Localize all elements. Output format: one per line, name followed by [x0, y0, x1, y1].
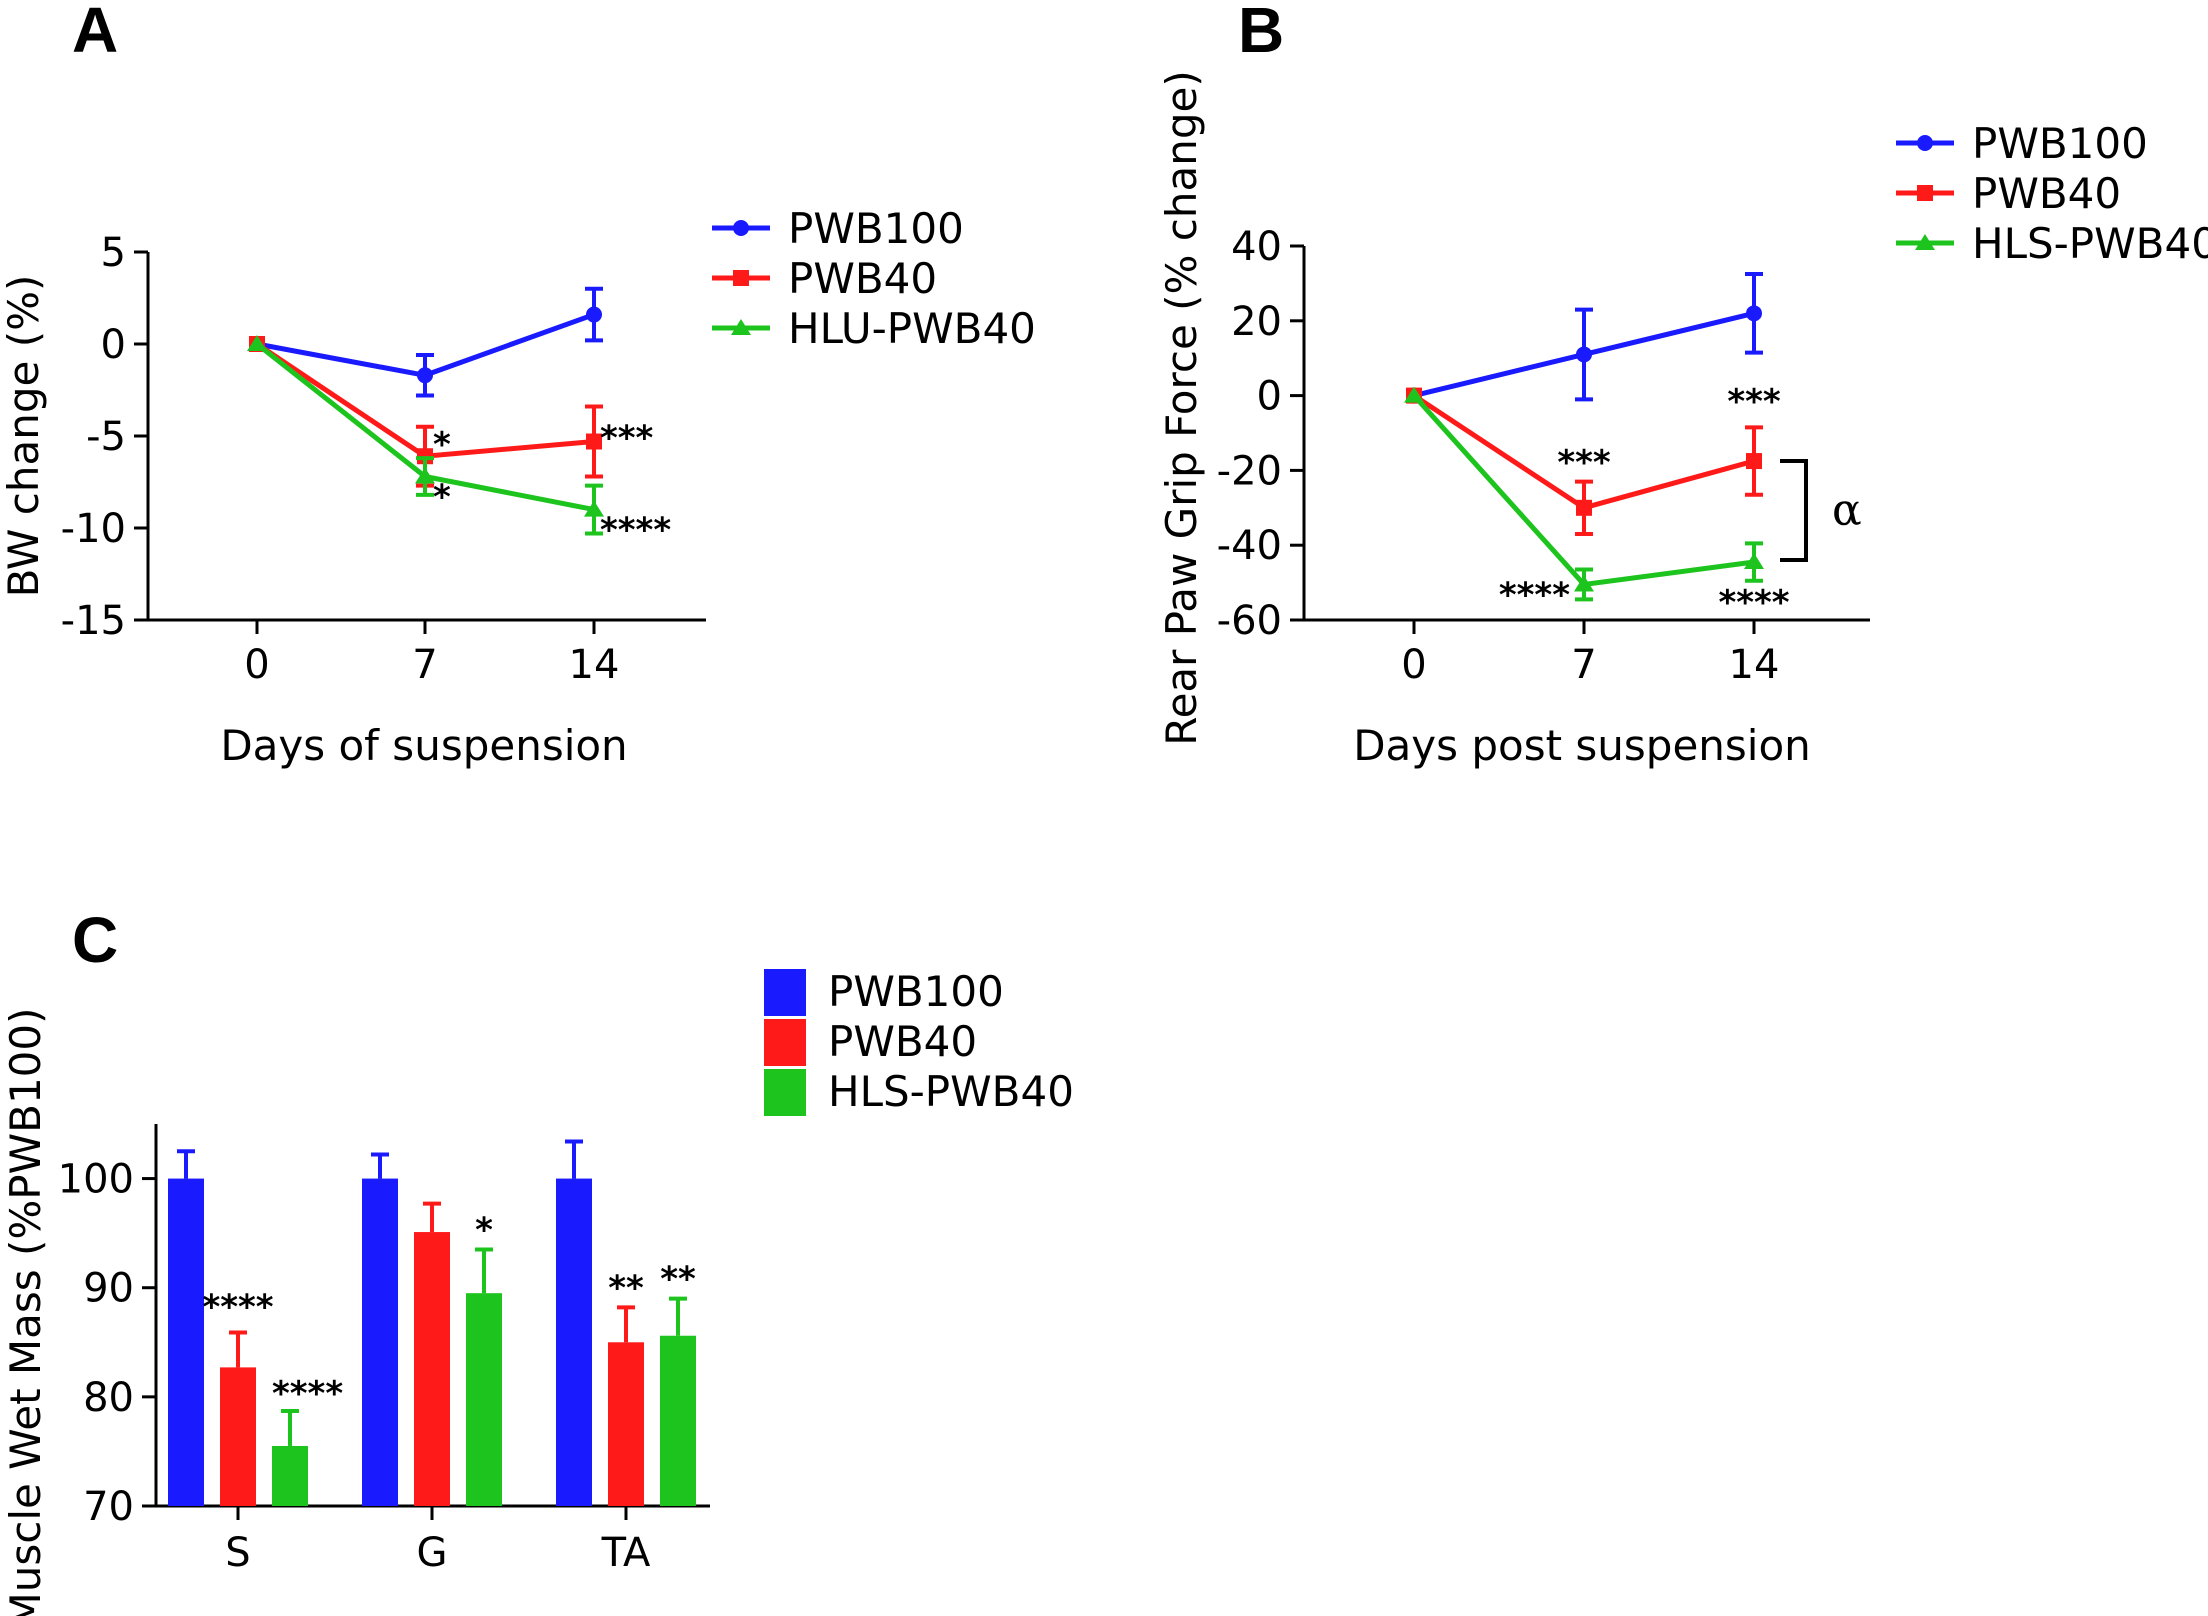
panel-c-ytick-label: 90 — [83, 1266, 134, 1312]
panel-b-ytick-label: 20 — [1231, 299, 1282, 345]
panel-a-legend-pwb40-marker — [733, 270, 749, 286]
panel-a-hlu-pwb40-point — [584, 500, 604, 517]
panel-a-ytick-label: -15 — [61, 598, 126, 644]
panel-a-hlu-pwb40-significance: * — [433, 477, 451, 517]
panel-a-plot: 50-5-10-150 7 14* ********PWB100PWB40HLU-PW… — [61, 204, 1036, 688]
panel-a-ytick-label: 0 — [101, 322, 126, 368]
panel-c-hls-pwb40-bar — [466, 1293, 502, 1506]
panel-b-legend-hls-pwb40-marker — [1915, 234, 1935, 250]
panel-c-legend-pwb100-swatch — [764, 969, 806, 1016]
panel-a-legend-pwb100-label: PWB100 — [788, 204, 964, 253]
panel-c-hls-pwb40-significance: * — [475, 1211, 493, 1251]
panel-c-pwb100-bar — [362, 1178, 398, 1506]
panel-c-pwb40-bar — [608, 1342, 644, 1506]
panel-c-hls-pwb40-bar — [660, 1335, 696, 1506]
panel-c-legend-pwb40-swatch — [764, 1019, 806, 1066]
panel-b-letter: B — [1238, 0, 1284, 66]
panel-b-ytick-label: -40 — [1217, 523, 1282, 569]
panel-a-hlu-pwb40-point — [247, 335, 267, 351]
panel-a-ytick-label: -10 — [61, 506, 126, 552]
panel-a-ylabel: BW change (%) — [0, 275, 48, 598]
panel-b-legend-pwb40-label: PWB40 — [1972, 169, 2121, 218]
panel-a-legend-hlu-pwb40-label: HLU-PWB40 — [788, 304, 1036, 353]
panel-a-xlabel: Days of suspension — [220, 721, 627, 770]
panel-b-significance-bracket — [1780, 459, 1808, 563]
panel-b-hls-pwb40-point — [1574, 575, 1594, 592]
panel-b-ylabel: Rear Paw Grip Force (% change) — [1157, 70, 1206, 745]
panel-c-legend-hls-pwb40-swatch — [764, 1069, 806, 1116]
panel-b-bracket-label: α — [1832, 485, 1862, 536]
panel-a-xtick-label: 7 — [412, 642, 437, 688]
panel-a-pwb40-point — [586, 433, 602, 450]
panel-b-legend-pwb100-marker — [1917, 135, 1933, 151]
panel-c-legend-pwb40-label: PWB40 — [828, 1017, 977, 1066]
panel-a-xtick-label: 0 — [244, 642, 269, 688]
panel-b-hls-pwb40-significance: **** — [1718, 583, 1789, 623]
panel-b-legend-pwb100-label: PWB100 — [1972, 119, 2148, 168]
panel-b-pwb100-point — [1576, 346, 1592, 363]
panel-a-pwb100-point — [417, 367, 433, 384]
panel-b-pwb40-point — [1576, 499, 1592, 516]
panel-a-hlu-pwb40-significance: **** — [600, 511, 671, 551]
panel-c-pwb40-significance: **** — [202, 1287, 273, 1327]
panel-b-ytick-label: -60 — [1217, 598, 1282, 644]
panel-c-category-label: TA — [601, 1530, 651, 1576]
panel-b-xtick-label: 0 — [1401, 642, 1426, 688]
panel-b-hls-pwb40-point — [1744, 553, 1764, 570]
panel-b-ytick-label: 0 — [1257, 374, 1282, 420]
panel-a-pwb40-significance: * — [433, 425, 451, 465]
panel-a-pwb40-significance: *** — [600, 419, 654, 459]
panel-b-xtick-label: 7 — [1571, 642, 1596, 688]
panel-b-pwb40-point — [1746, 453, 1762, 470]
panel-c-ylabel: Muscle Wet Mass (%PWB100) — [1, 1007, 50, 1616]
panel-c-ytick-label: 100 — [58, 1157, 134, 1203]
panel-a-ytick-label: 5 — [101, 230, 126, 276]
panel-b-pwb40-significance: *** — [1727, 382, 1781, 422]
panel-c-letter: C — [72, 904, 118, 976]
panel-a-legend-hlu-pwb40-marker — [731, 319, 751, 335]
panel-c-legend-pwb100-label: PWB100 — [828, 967, 1004, 1016]
panel-b-legend-hls-pwb40-label: HLS-PWB40 — [1972, 219, 2208, 268]
panel-c-pwb40-significance: ** — [608, 1268, 644, 1308]
panel-b-pwb100-point — [1746, 305, 1762, 322]
panel-c-ytick-label: 70 — [83, 1484, 134, 1530]
panel-b-xtick-label: 14 — [1729, 642, 1780, 688]
panel-c-hls-pwb40-significance: ** — [660, 1260, 696, 1300]
panel-a-letter: A — [72, 0, 118, 66]
panel-c-category-label: G — [417, 1530, 448, 1576]
panel-a-legend-pwb100-marker — [733, 220, 749, 236]
panel-c-pwb100-bar — [168, 1178, 204, 1506]
panel-c-hls-pwb40-significance: **** — [272, 1374, 343, 1414]
panel-b-xlabel: Days post suspension — [1353, 721, 1811, 770]
panel-b-ytick-label: -20 — [1217, 448, 1282, 494]
panel-c-ytick-label: 80 — [83, 1375, 134, 1421]
panel-c-pwb40-bar — [220, 1367, 256, 1506]
panel-c-pwb100-bar — [556, 1178, 592, 1506]
panel-a-pwb100-point — [586, 306, 602, 323]
panel-b-legend-pwb40-marker — [1917, 185, 1933, 201]
panel-a-xtick-label: 14 — [569, 642, 620, 688]
panel-c-pwb40-bar — [414, 1232, 450, 1506]
panel-b-hls-pwb40-significance: **** — [1499, 575, 1570, 615]
panel-a-hlu-pwb40-point — [415, 467, 435, 484]
panel-b-pwb40-significance: *** — [1557, 443, 1611, 483]
panel-b-ytick-label: 40 — [1231, 224, 1282, 270]
panel-a-ytick-label: -5 — [86, 414, 126, 460]
panel-c-hls-pwb40-bar — [272, 1445, 308, 1506]
panel-b-hls-pwb40-point — [1404, 386, 1424, 403]
panel-a-legend-pwb40-label: PWB40 — [788, 254, 937, 303]
panel-c-category-label: S — [225, 1530, 250, 1576]
panel-c-legend-hls-pwb40-label: HLS-PWB40 — [828, 1067, 1074, 1116]
